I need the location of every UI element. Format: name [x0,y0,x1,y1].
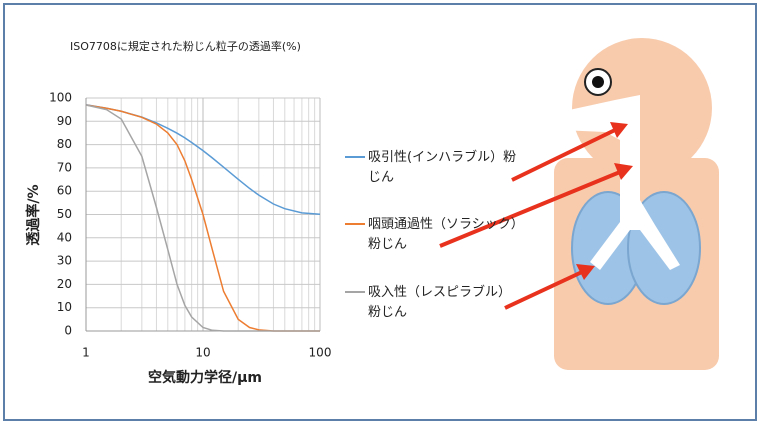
y-tick-label: 60 [57,184,72,198]
y-tick-label: 40 [57,230,72,244]
y-tick-label: 80 [57,137,72,151]
arrows [439,122,633,310]
body-illustration [554,38,719,370]
y-axis-label: 透過率/% [25,184,42,245]
y-tick-label: 50 [57,207,72,221]
y-tick-label: 100 [49,91,72,105]
x-axis-label: 空気動力学径/μm [148,369,262,386]
y-tick-label: 0 [64,324,72,338]
y-tick-label: 90 [57,114,72,128]
y-tick-label: 70 [57,160,72,174]
y-tick-label: 10 [57,300,72,314]
x-tick-label: 1 [82,346,90,360]
legend-label: 吸引性(インハラブル）粉じん [368,150,517,185]
x-tick-label: 10 [195,346,210,360]
y-tick-label: 30 [57,254,72,268]
y-tick-label: 20 [57,277,72,291]
x-tick-label: 100 [309,346,332,360]
series-line [85,104,320,332]
chart-title: ISO7708に規定された粉じん粒子の透過率(%) [70,39,301,53]
frame [3,3,757,421]
legend-label: 咽頭通過性（ソラシック）粉じん [368,217,518,252]
legend-label: 吸入性（レスピラブル）粉じん [368,285,512,320]
